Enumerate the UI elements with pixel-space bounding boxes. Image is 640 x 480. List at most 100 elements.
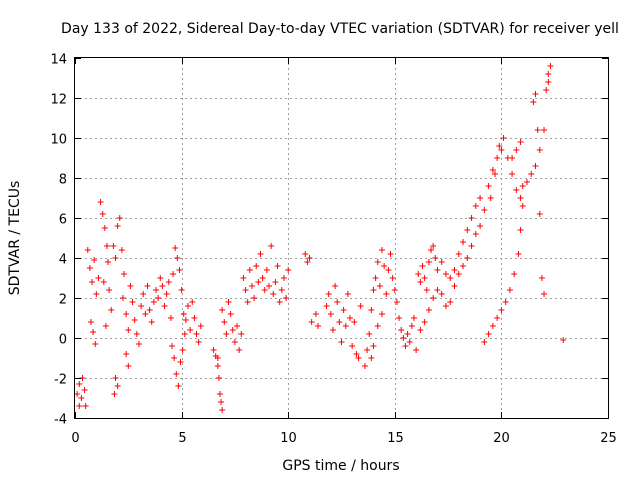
data-point: [223, 331, 230, 337]
data-point: [517, 139, 524, 145]
data-point: [415, 271, 422, 277]
data-point: [184, 303, 191, 309]
data-point: [193, 331, 200, 337]
data-point: [170, 271, 177, 277]
data-point: [216, 391, 223, 397]
data-point: [280, 275, 287, 281]
data-point: [121, 271, 128, 277]
data-point: [242, 287, 249, 293]
y-tick-label: 10: [50, 133, 67, 148]
data-point: [560, 337, 567, 343]
data-point: [259, 275, 266, 281]
y-tick-label: 0: [59, 333, 67, 348]
data-point: [417, 279, 424, 285]
data-point: [376, 283, 383, 289]
data-point: [176, 267, 183, 273]
data-point: [214, 355, 221, 361]
data-point: [509, 155, 516, 161]
data-point: [105, 259, 112, 265]
data-point: [76, 403, 83, 409]
y-axis-label: SDTVAR / TECUs: [7, 181, 23, 296]
data-points: [74, 63, 567, 413]
data-point: [81, 387, 88, 393]
y-tick-label: -4: [54, 413, 67, 428]
data-point: [214, 363, 221, 369]
x-tick-label: 5: [178, 431, 186, 446]
data-point: [547, 63, 554, 69]
data-point: [274, 263, 281, 269]
data-point: [165, 279, 172, 285]
data-point: [464, 255, 471, 261]
data-point: [387, 251, 394, 257]
data-point: [144, 283, 151, 289]
data-point: [530, 99, 537, 105]
data-point: [398, 327, 405, 333]
data-point: [82, 403, 89, 409]
data-point: [244, 299, 251, 305]
data-point: [477, 223, 484, 229]
data-point: [272, 279, 279, 285]
data-point: [434, 287, 441, 293]
data-point: [123, 351, 130, 357]
data-point: [174, 255, 181, 261]
data-point: [323, 303, 330, 309]
data-point: [385, 267, 392, 273]
data-point: [342, 323, 349, 329]
data-point: [487, 195, 494, 201]
data-point: [430, 243, 437, 249]
data-point: [464, 227, 471, 233]
data-point: [541, 127, 548, 133]
data-point: [511, 271, 518, 277]
data-point: [99, 211, 106, 217]
data-point: [182, 317, 189, 323]
data-point: [460, 239, 467, 245]
data-point: [238, 331, 245, 337]
data-point: [97, 199, 104, 205]
data-point: [148, 319, 155, 325]
data-point: [494, 155, 501, 161]
data-point: [368, 355, 375, 361]
data-point: [92, 341, 99, 347]
data-point: [102, 323, 109, 329]
data-point: [451, 283, 458, 289]
data-point: [227, 311, 234, 317]
data-point: [332, 283, 339, 289]
data-point: [408, 323, 415, 329]
data-point: [119, 295, 126, 301]
data-point: [425, 307, 432, 313]
data-point: [534, 127, 541, 133]
data-point: [215, 375, 222, 381]
data-point: [374, 259, 381, 265]
data-point: [532, 163, 539, 169]
data-point: [430, 295, 437, 301]
y-axis-ticks: -4 -2 0 2 4 6 8 10 12 14: [50, 53, 608, 428]
data-point: [543, 87, 550, 93]
data-point: [123, 311, 130, 317]
data-point: [169, 343, 176, 349]
data-point: [372, 275, 379, 281]
data-point: [146, 307, 153, 313]
data-point: [536, 147, 543, 153]
data-point: [396, 315, 403, 321]
data-point: [255, 279, 262, 285]
data-point: [106, 287, 113, 293]
data-point: [173, 371, 180, 377]
data-point: [404, 331, 411, 337]
x-axis-ticks: 0 5 10 15 20 25: [71, 58, 617, 446]
data-point: [112, 375, 119, 381]
data-point: [278, 287, 285, 293]
data-point: [261, 287, 268, 293]
data-point: [90, 329, 97, 335]
plot-frame: [74, 57, 609, 419]
data-point: [89, 279, 96, 285]
data-point: [528, 171, 535, 177]
data-point: [485, 183, 492, 189]
data-point: [171, 355, 178, 361]
data-point: [334, 299, 341, 305]
data-point: [370, 343, 377, 349]
data-point: [406, 339, 413, 345]
data-point: [536, 211, 543, 217]
data-point: [500, 135, 507, 141]
data-point: [225, 299, 232, 305]
data-point: [210, 347, 217, 353]
